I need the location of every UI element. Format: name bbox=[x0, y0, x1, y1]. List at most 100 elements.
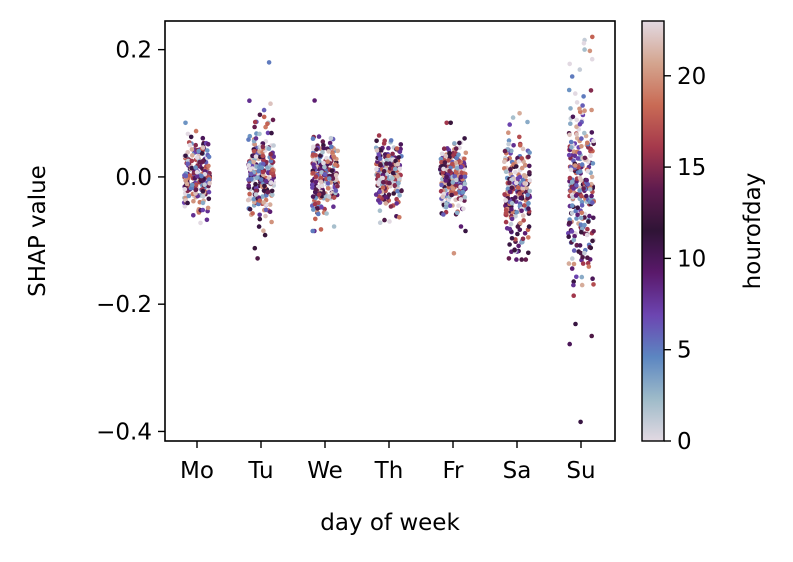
data-point bbox=[246, 183, 251, 188]
data-point bbox=[267, 202, 273, 207]
data-point bbox=[259, 165, 265, 170]
data-point bbox=[527, 188, 533, 194]
data-point bbox=[446, 181, 452, 187]
data-point bbox=[312, 98, 317, 103]
data-point bbox=[204, 217, 210, 223]
data-point bbox=[577, 67, 583, 72]
data-point bbox=[589, 56, 595, 62]
data-point bbox=[310, 136, 316, 141]
data-point bbox=[200, 207, 206, 213]
data-point bbox=[454, 210, 460, 216]
data-point bbox=[590, 200, 595, 205]
data-point bbox=[252, 245, 258, 251]
data-point bbox=[182, 204, 188, 209]
data-point bbox=[444, 174, 449, 180]
data-point bbox=[382, 138, 388, 143]
data-point bbox=[260, 194, 265, 199]
data-point bbox=[382, 217, 387, 223]
data-point bbox=[260, 144, 266, 150]
data-point bbox=[525, 192, 530, 198]
data-point bbox=[566, 87, 572, 93]
data-point bbox=[503, 208, 509, 213]
data-point bbox=[510, 115, 516, 120]
data-point bbox=[453, 170, 459, 176]
data-point bbox=[312, 201, 318, 207]
data-point bbox=[311, 162, 317, 167]
data-point bbox=[447, 203, 453, 208]
data-point bbox=[578, 215, 584, 221]
data-point bbox=[526, 224, 532, 229]
data-point bbox=[502, 159, 507, 165]
colorbar-label: hourofday bbox=[740, 173, 766, 290]
data-point bbox=[522, 203, 527, 208]
data-point bbox=[458, 174, 464, 180]
data-point bbox=[582, 222, 587, 228]
data-point bbox=[247, 167, 253, 172]
data-point bbox=[579, 162, 585, 167]
data-point bbox=[252, 124, 257, 130]
data-point bbox=[395, 188, 400, 194]
data-point bbox=[453, 191, 459, 196]
data-point bbox=[206, 189, 212, 195]
data-point bbox=[331, 154, 337, 160]
data-point bbox=[253, 154, 259, 159]
data-point bbox=[253, 188, 259, 194]
data-point bbox=[251, 159, 256, 165]
data-point bbox=[571, 261, 577, 267]
data-point bbox=[527, 178, 533, 183]
data-point bbox=[265, 130, 271, 136]
data-point bbox=[394, 201, 400, 206]
data-point bbox=[183, 178, 189, 183]
data-point bbox=[517, 191, 523, 196]
data-point bbox=[581, 186, 586, 191]
data-point bbox=[313, 174, 319, 179]
data-point bbox=[588, 88, 594, 93]
data-point bbox=[325, 186, 331, 191]
data-point bbox=[245, 197, 251, 203]
data-point bbox=[200, 188, 206, 194]
data-point bbox=[381, 180, 386, 185]
data-point bbox=[251, 196, 257, 202]
data-point bbox=[374, 148, 380, 153]
data-point bbox=[579, 229, 584, 235]
data-point bbox=[441, 146, 447, 151]
data-point bbox=[514, 164, 519, 169]
data-point bbox=[397, 149, 403, 155]
data-point bbox=[526, 250, 531, 256]
data-point bbox=[270, 167, 275, 172]
data-point bbox=[390, 176, 395, 181]
data-point bbox=[319, 204, 324, 210]
data-point bbox=[585, 226, 590, 232]
data-point bbox=[200, 200, 206, 206]
data-point bbox=[579, 203, 585, 208]
data-point bbox=[335, 148, 341, 154]
data-point bbox=[267, 209, 273, 214]
data-point bbox=[188, 134, 194, 140]
data-point bbox=[571, 282, 576, 288]
data-point bbox=[260, 169, 266, 175]
data-point bbox=[580, 103, 585, 108]
data-point bbox=[580, 254, 585, 260]
data-point bbox=[205, 148, 210, 153]
data-point bbox=[200, 145, 206, 150]
data-point bbox=[207, 181, 212, 186]
data-point bbox=[571, 293, 576, 299]
data-point bbox=[585, 168, 590, 174]
data-point bbox=[314, 147, 319, 152]
data-point bbox=[196, 148, 201, 154]
data-point bbox=[526, 201, 531, 206]
data-point bbox=[572, 163, 578, 168]
data-point bbox=[579, 274, 585, 280]
data-point bbox=[247, 191, 252, 197]
data-point bbox=[333, 162, 338, 167]
data-point bbox=[333, 172, 339, 178]
data-point bbox=[247, 206, 253, 212]
data-point bbox=[265, 190, 271, 195]
data-point bbox=[246, 177, 251, 182]
colorbar-tick-label: 20 bbox=[677, 64, 706, 90]
data-point bbox=[328, 135, 334, 141]
data-point bbox=[585, 255, 590, 260]
data-point bbox=[527, 170, 532, 175]
data-point bbox=[515, 231, 520, 237]
data-point bbox=[572, 234, 577, 239]
